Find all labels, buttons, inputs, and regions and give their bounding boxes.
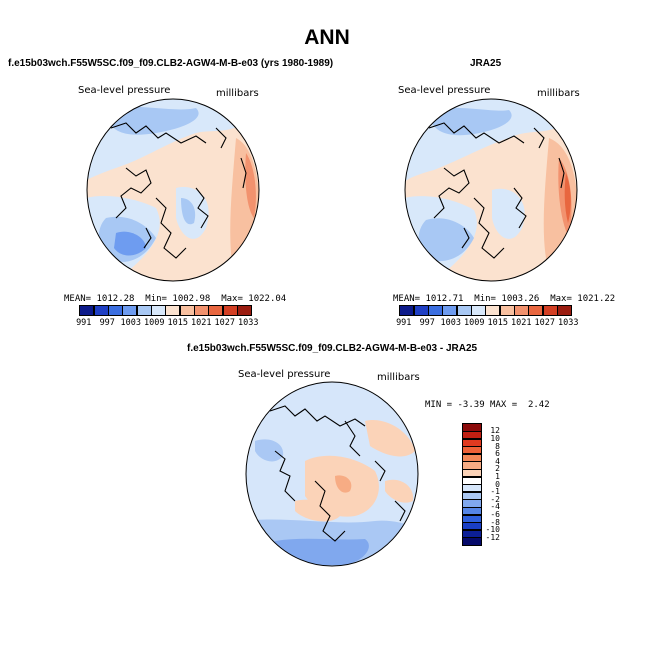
obs-variable-label: Sea-level pressure: [398, 85, 491, 96]
colorbar-swatch: [557, 305, 572, 316]
colorbar-swatch: [413, 305, 429, 316]
obs-min-value: 1003.26: [501, 294, 540, 304]
diff-stats: MIN = -3.39 MAX = 2.42: [425, 400, 550, 410]
colorbar-swatch: [499, 305, 515, 316]
colorbar-swatch: [542, 305, 558, 316]
model-max-label: Max=: [221, 294, 243, 304]
colorbar-tick-label: 997: [99, 318, 115, 328]
colorbar-swatch: [399, 305, 415, 316]
colorbar-tick-label: 4: [495, 456, 500, 466]
obs-max-value: 1021.22: [577, 294, 616, 304]
colorbar-tick-label: 1: [495, 471, 500, 481]
colorbar-tick-label: -4: [490, 502, 500, 512]
obs-mean-label: MEAN=: [393, 294, 421, 304]
colorbar-swatch: [151, 305, 166, 316]
diff-max-label: MAX =: [490, 400, 518, 410]
obs-colorbar-ticks: 991 997 1003 1009 1015 1021 1027 1033: [392, 318, 580, 328]
colorbar-swatch: [108, 305, 123, 316]
colorbar-tick-label: 0: [495, 479, 500, 489]
model-mean-label: MEAN=: [64, 294, 92, 304]
obs-polar-map: [404, 98, 578, 282]
colorbar-swatch: [528, 305, 544, 316]
colorbar-tick-label: 10: [490, 434, 500, 443]
colorbar-swatch: [208, 305, 224, 316]
colorbar-tick-label: 6: [495, 449, 500, 459]
colorbar-swatch: [514, 305, 529, 316]
colorbar-tick-label: 991: [396, 318, 412, 328]
colorbar-tick-label: 1021: [511, 318, 532, 328]
colorbar-swatch: [165, 305, 181, 316]
colorbar-tick-label: 1009: [144, 318, 165, 328]
model-stats: MEAN= 1012.28 Min= 1002.98 Max= 1022.04: [64, 294, 286, 304]
obs-max-label: Max=: [550, 294, 572, 304]
colorbar-swatch: [485, 305, 501, 316]
colorbar-swatch: [222, 305, 238, 316]
obs-mean-value: 1012.71: [425, 294, 464, 304]
obs-units-label: millibars: [537, 88, 580, 99]
colorbar-swatch: [442, 305, 458, 316]
colorbar-swatch: [237, 305, 252, 316]
model-colorbar: [79, 305, 252, 316]
model-min-value: 1002.98: [172, 294, 211, 304]
colorbar-tick-label: 12: [490, 426, 500, 436]
colorbar-tick-label: -1: [490, 487, 500, 497]
page-title: ANN: [304, 26, 350, 49]
model-max-value: 1022.04: [248, 294, 287, 304]
colorbar-tick-label: 1015: [167, 318, 188, 328]
colorbar-swatch: [79, 305, 95, 316]
colorbar-tick-label: 8: [495, 441, 500, 451]
colorbar-tick-label: 1003: [440, 318, 461, 328]
colorbar-tick-label: 1027: [214, 318, 235, 328]
model-mean-value: 1012.28: [96, 294, 135, 304]
model-units-label: millibars: [216, 88, 259, 99]
diff-units-label: millibars: [377, 372, 420, 383]
obs-min-label: Min=: [474, 294, 496, 304]
colorbar-swatch: [456, 305, 472, 316]
colorbar-tick-label: 997: [419, 318, 435, 328]
colorbar-swatch: [194, 305, 209, 316]
diff-min-value: -3.39: [457, 400, 485, 410]
colorbar-tick-label: 1033: [238, 318, 259, 328]
colorbar-tick-label: 1021: [191, 318, 212, 328]
diff-variable-label: Sea-level pressure: [238, 369, 331, 380]
colorbar-swatch: [179, 305, 195, 316]
obs-panel-title: JRA25: [470, 58, 502, 69]
colorbar-tick-label: 1033: [558, 318, 579, 328]
model-polar-map: [86, 98, 260, 282]
model-min-label: Min=: [145, 294, 167, 304]
colorbar-swatch: [462, 537, 482, 546]
colorbar-tick-label: 1003: [120, 318, 141, 328]
colorbar-swatch: [136, 305, 152, 316]
colorbar-tick-label: 1027: [534, 318, 555, 328]
colorbar-swatch: [428, 305, 443, 316]
diff-colorbar-ticks: 12 10 8 6 4 2 1 0 -1 -2 -4 -6 -8 -10 -12: [482, 426, 500, 542]
colorbar-swatch: [471, 305, 486, 316]
colorbar-tick-label: -12: [485, 532, 500, 542]
diff-max-value: 2.42: [527, 400, 550, 410]
model-panel-title: f.e15b03wch.F55W5SC.f09_f09.CLB2-AGW4-M-…: [8, 58, 334, 69]
diff-min-label: MIN =: [425, 400, 453, 410]
colorbar-tick-label: -8: [490, 517, 500, 527]
colorbar-tick-label: -10: [485, 525, 500, 535]
colorbar-swatch: [93, 305, 109, 316]
colorbar-tick-label: 991: [76, 318, 92, 328]
colorbar-swatch: [122, 305, 138, 316]
diff-panel-title: f.e15b03wch.F55W5SC.f09_f09.CLB2-AGW4-M-…: [187, 343, 478, 354]
colorbar-tick-label: 2: [495, 464, 500, 474]
diff-polar-map: [245, 381, 419, 567]
colorbar-tick-label: -2: [490, 494, 500, 504]
obs-colorbar: [399, 305, 572, 316]
colorbar-tick-label: 1009: [464, 318, 485, 328]
diff-colorbar: [462, 423, 482, 546]
model-colorbar-ticks: 991 997 1003 1009 1015 1021 1027 1033: [72, 318, 260, 328]
colorbar-tick-label: 1015: [487, 318, 508, 328]
model-variable-label: Sea-level pressure: [78, 85, 171, 96]
colorbar-tick-label: -6: [490, 509, 500, 519]
obs-stats: MEAN= 1012.71 Min= 1003.26 Max= 1021.22: [393, 294, 615, 304]
